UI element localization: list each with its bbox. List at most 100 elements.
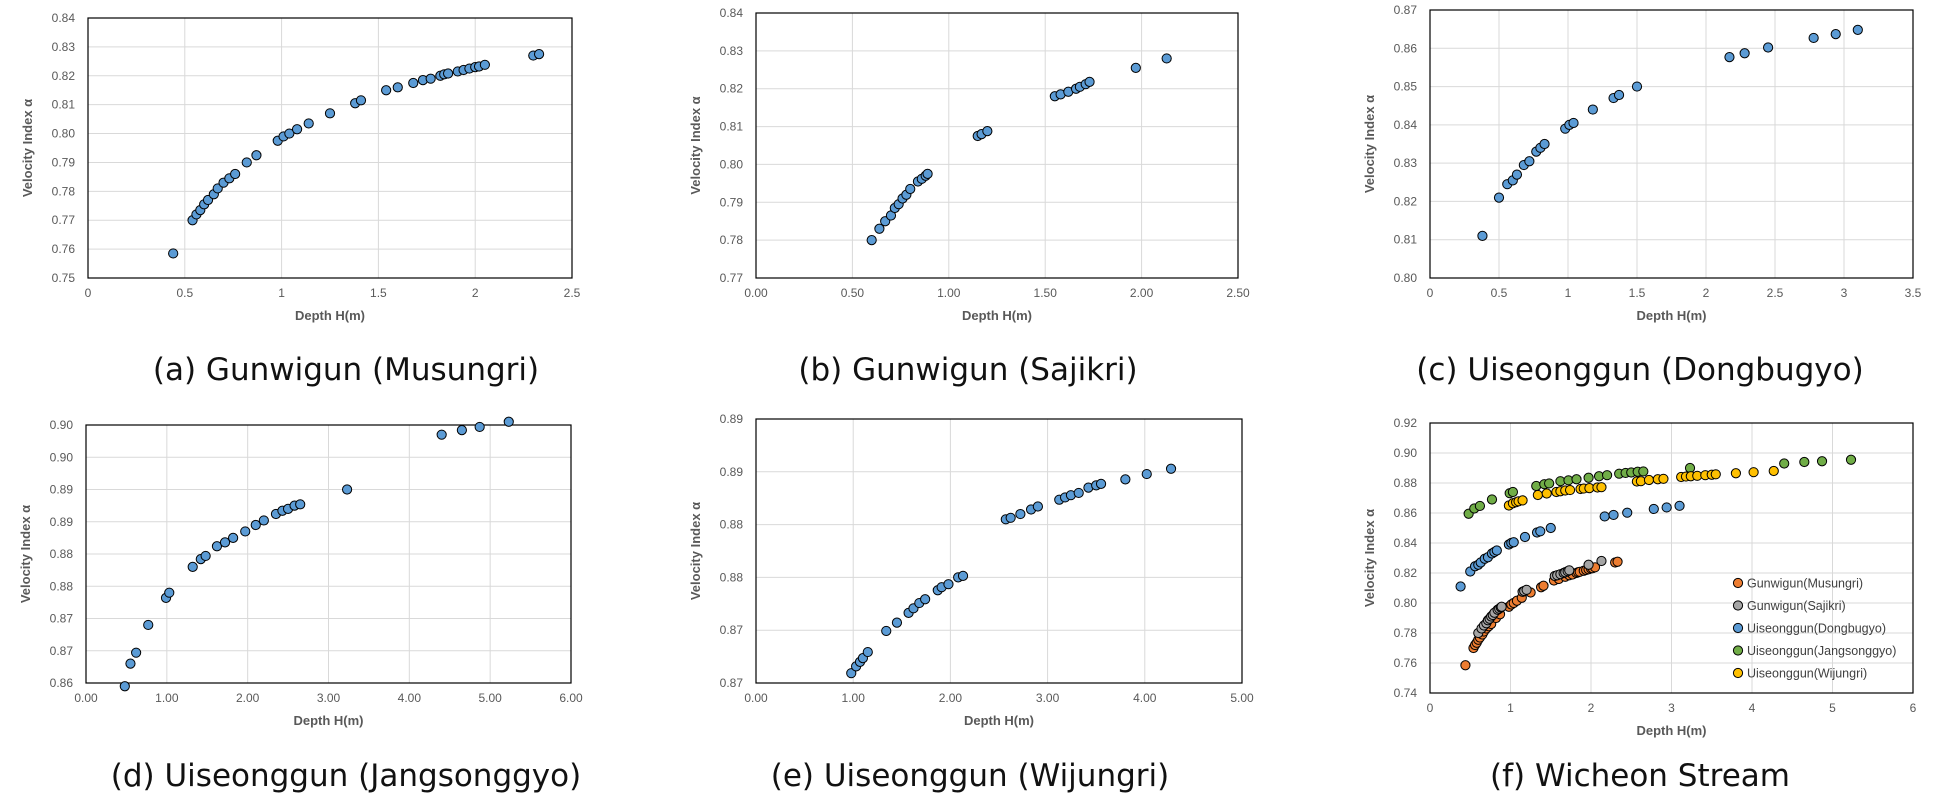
data-point bbox=[1648, 503, 1659, 515]
y-tick-label: 0.84 bbox=[1394, 118, 1418, 132]
chart-panel-f: 0 1 2 3 4 5 6 0.74 0.76 0.78 0.80 0.82 0.84 0.86 0.88 0… bbox=[1362, 416, 1917, 738]
series-Uiseonggun(Jangsonggyo) bbox=[119, 416, 514, 692]
x-tick-label: 6.00 bbox=[559, 691, 583, 705]
data-point bbox=[1763, 42, 1774, 53]
data-point bbox=[891, 617, 903, 628]
y-tick-label: 0.89 bbox=[720, 412, 744, 426]
y-tick-label: 0.77 bbox=[52, 213, 76, 227]
data-point bbox=[1612, 556, 1623, 567]
data-point bbox=[119, 681, 130, 692]
y-tick-label: 0.82 bbox=[720, 82, 744, 96]
y-tick-label: 0.90 bbox=[50, 418, 74, 432]
data-point bbox=[125, 658, 136, 669]
data-point bbox=[200, 550, 211, 562]
data-point bbox=[862, 646, 873, 658]
data-point bbox=[1596, 555, 1607, 567]
data-point bbox=[1165, 463, 1177, 474]
data-point bbox=[1710, 469, 1721, 480]
x-tick-label: 3 bbox=[1841, 286, 1848, 300]
data-point bbox=[1768, 465, 1779, 477]
y-tick-label: 0.74 bbox=[1394, 686, 1418, 700]
plot-area bbox=[1429, 422, 1914, 694]
x-tick-label: 4.00 bbox=[1133, 691, 1157, 705]
y-tick-label: 0.82 bbox=[1394, 194, 1418, 208]
legend-label: Uiseonggun(Jangsonggyo) bbox=[1747, 644, 1896, 658]
series-Uiseonggun(Wijungri) bbox=[1503, 465, 1779, 511]
y-tick-label: 0.79 bbox=[52, 155, 76, 169]
data-point bbox=[1730, 468, 1742, 479]
data-point bbox=[1830, 29, 1841, 40]
data-point bbox=[219, 537, 231, 548]
data-point bbox=[1532, 489, 1543, 501]
x-tick-label: 1 bbox=[1565, 286, 1572, 300]
y-tick-label: 0.80 bbox=[720, 157, 744, 171]
data-point bbox=[251, 150, 262, 161]
data-point bbox=[436, 429, 447, 440]
x-tick-label: 2.00 bbox=[939, 691, 963, 705]
data-point bbox=[143, 619, 154, 631]
data-point bbox=[1474, 500, 1486, 512]
data-point bbox=[408, 77, 419, 89]
data-point bbox=[1674, 500, 1685, 511]
y-tick-label: 0.87 bbox=[720, 676, 744, 690]
data-point bbox=[533, 49, 545, 60]
x-tick-label: 2 bbox=[1588, 701, 1595, 715]
data-point bbox=[1658, 473, 1669, 484]
data-point bbox=[1524, 156, 1535, 167]
plot-area bbox=[755, 12, 1239, 279]
data-point bbox=[1477, 230, 1488, 241]
x-tick-label: 1.50 bbox=[1034, 286, 1058, 300]
panel-caption-a: (a) Gunwigun (Musungri) bbox=[152, 352, 540, 388]
data-point bbox=[392, 82, 403, 93]
data-point bbox=[479, 59, 490, 70]
legend-marker bbox=[1732, 577, 1744, 589]
data-point bbox=[258, 515, 269, 526]
x-axis-title: Depth H(m) bbox=[1636, 308, 1706, 323]
series-Gunwigun(Musungri) bbox=[1460, 556, 1623, 671]
y-tick-label: 0.77 bbox=[720, 271, 744, 285]
x-tick-label: 1 bbox=[1507, 701, 1514, 715]
data-point bbox=[240, 526, 251, 537]
data-point bbox=[1845, 454, 1857, 465]
data-point bbox=[474, 421, 485, 433]
data-point bbox=[1073, 487, 1084, 499]
y-tick-label: 0.81 bbox=[720, 120, 744, 134]
y-tick-label: 0.87 bbox=[1394, 3, 1418, 17]
y-tick-label: 0.84 bbox=[720, 6, 744, 20]
y-tick-label: 0.78 bbox=[52, 184, 76, 198]
data-point bbox=[1032, 501, 1043, 512]
data-point bbox=[874, 223, 885, 234]
data-point bbox=[1608, 509, 1619, 521]
y-tick-label: 0.90 bbox=[1394, 446, 1418, 460]
data-point bbox=[1460, 660, 1471, 671]
data-point bbox=[1084, 76, 1095, 88]
x-axis-title: Depth H(m) bbox=[964, 713, 1034, 728]
series-Uiseonggun(Jangsonggyo) bbox=[1463, 454, 1857, 519]
data-point bbox=[230, 168, 241, 180]
x-tick-label: 2.50 bbox=[1226, 286, 1250, 300]
data-point bbox=[1491, 545, 1502, 556]
data-point bbox=[1779, 458, 1790, 469]
data-point bbox=[1538, 580, 1549, 591]
panel-caption-f: (f) Wicheon Stream bbox=[1490, 758, 1790, 794]
legend-label: Gunwigun(Musungri) bbox=[1747, 577, 1863, 591]
y-tick-label: 0.79 bbox=[720, 195, 744, 209]
y-tick-label: 0.89 bbox=[50, 483, 74, 497]
data-point bbox=[1486, 494, 1498, 505]
x-tick-label: 1.00 bbox=[937, 286, 961, 300]
x-tick-label: 0.00 bbox=[744, 691, 768, 705]
legend-label: Uiseonggun(Wijungri) bbox=[1747, 667, 1867, 681]
legend-marker bbox=[1732, 667, 1744, 679]
data-point bbox=[866, 235, 877, 246]
y-tick-label: 0.78 bbox=[1394, 626, 1418, 640]
data-point bbox=[1568, 117, 1579, 129]
x-tick-label: 0 bbox=[1427, 286, 1434, 300]
data-point bbox=[846, 668, 857, 679]
data-point bbox=[1596, 482, 1607, 493]
panel-caption-c: (c) Uiseonggun (Dongbugyo) bbox=[1416, 352, 1864, 388]
y-tick-label: 0.88 bbox=[50, 579, 74, 593]
data-point bbox=[303, 118, 314, 129]
x-tick-label: 5.00 bbox=[1230, 691, 1254, 705]
y-tick-label: 0.89 bbox=[720, 465, 744, 479]
data-point bbox=[1517, 495, 1528, 506]
